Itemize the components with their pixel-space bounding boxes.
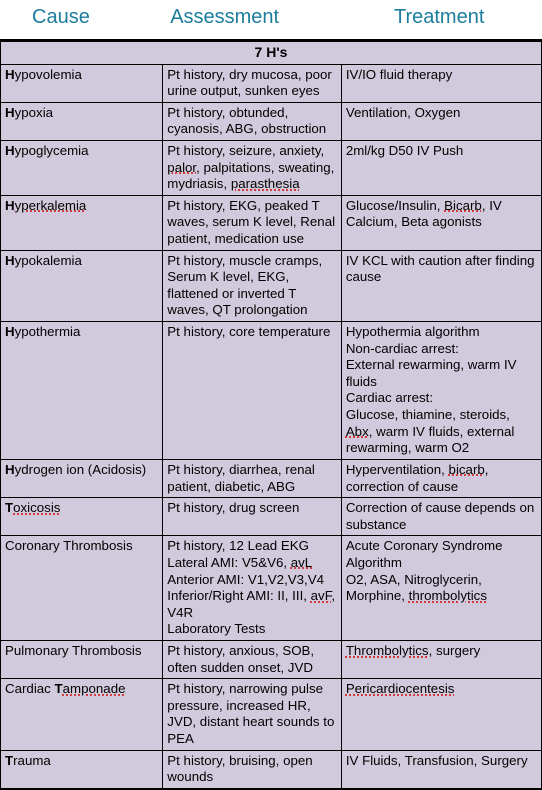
cause-cell: Hyperkalemia — [1, 195, 163, 250]
assessment-cell: Pt history, EKG, peaked T waves, serum K… — [163, 195, 342, 250]
section-row: 7 H's — [1, 41, 542, 65]
header-assessment: Assessment — [164, 6, 340, 29]
assessment-cell: Pt history, obtunded, cyanosis, ABG, obs… — [163, 102, 342, 140]
table-row: ToxicosisPt history, drug screenCorrecti… — [1, 498, 542, 536]
table-row: HypovolemiaPt history, dry mucosa, poor … — [1, 64, 542, 102]
hs-ts-table: 7 H's HypovolemiaPt history, dry mucosa,… — [0, 39, 542, 790]
column-headers: Cause Assessment Treatment — [0, 0, 542, 39]
assessment-cell: Pt history, seizure, anxiety, palor, pal… — [163, 140, 342, 195]
assessment-cell: Pt history, core temperature — [163, 322, 342, 460]
treatment-cell: IV/IO fluid therapy — [341, 64, 541, 102]
cause-cell: Pulmonary Thrombosis — [1, 641, 163, 679]
assessment-cell: Pt history, anxious, SOB, often sudden o… — [163, 641, 342, 679]
table-row: HyperkalemiaPt history, EKG, peaked T wa… — [1, 195, 542, 250]
assessment-cell: Pt history, drug screen — [163, 498, 342, 536]
header-cause: Cause — [4, 6, 164, 29]
treatment-cell: Pericardiocentesis — [341, 679, 541, 750]
treatment-cell: Correction of cause depends on substance — [341, 498, 541, 536]
assessment-cell: Pt history, muscle cramps, Serum K level… — [163, 250, 342, 321]
table-row: Coronary ThrombosisPt history, 12 Lead E… — [1, 536, 542, 641]
cause-cell: Hypoxia — [1, 102, 163, 140]
cause-cell: Toxicosis — [1, 498, 163, 536]
treatment-cell: Ventilation, Oxygen — [341, 102, 541, 140]
treatment-cell: 2ml/kg D50 IV Push — [341, 140, 541, 195]
treatment-cell: Acute Coronary Syndrome AlgorithmO2, ASA… — [341, 536, 541, 641]
table-row: HypothermiaPt history, core temperatureH… — [1, 322, 542, 460]
treatment-cell: IV Fluids, Transfusion, Surgery — [341, 750, 541, 789]
cause-cell: Hypoglycemia — [1, 140, 163, 195]
table-row: Hydrogen ion (Acidosis)Pt history, diarr… — [1, 459, 542, 497]
table-row: TraumaPt history, bruising, open woundsI… — [1, 750, 542, 789]
cause-cell: Hypothermia — [1, 322, 163, 460]
cause-cell: Hydrogen ion (Acidosis) — [1, 459, 163, 497]
table-row: HypoxiaPt history, obtunded, cyanosis, A… — [1, 102, 542, 140]
table-row: Cardiac TamponadePt history, narrowing p… — [1, 679, 542, 750]
assessment-cell: Pt history, diarrhea, renal patient, dia… — [163, 459, 342, 497]
cause-cell: Trauma — [1, 750, 163, 789]
header-treatment: Treatment — [340, 6, 538, 29]
treatment-cell: Hypothermia algorithmNon-cardiac arrest:… — [341, 322, 541, 460]
table-row: Pulmonary ThrombosisPt history, anxious,… — [1, 641, 542, 679]
assessment-cell: Pt history, narrowing pulse pressure, in… — [163, 679, 342, 750]
treatment-cell: Hyperventilation, bicarb, correction of … — [341, 459, 541, 497]
cause-cell: Cardiac Tamponade — [1, 679, 163, 750]
table-row: HypokalemiaPt history, muscle cramps, Se… — [1, 250, 542, 321]
treatment-cell: IV KCL with caution after finding cause — [341, 250, 541, 321]
assessment-cell: Pt history, dry mucosa, poor urine outpu… — [163, 64, 342, 102]
table-row: HypoglycemiaPt history, seizure, anxiety… — [1, 140, 542, 195]
section-header: 7 H's — [1, 41, 542, 65]
assessment-cell: Pt history, 12 Lead EKG Lateral AMI: V5&… — [163, 536, 342, 641]
cause-cell: Hypovolemia — [1, 64, 163, 102]
cause-cell: Hypokalemia — [1, 250, 163, 321]
assessment-cell: Pt history, bruising, open wounds — [163, 750, 342, 789]
treatment-cell: Thrombolytics, surgery — [341, 641, 541, 679]
cause-cell: Coronary Thrombosis — [1, 536, 163, 641]
treatment-cell: Glucose/Insulin, Bicarb, IV Calcium, Bet… — [341, 195, 541, 250]
